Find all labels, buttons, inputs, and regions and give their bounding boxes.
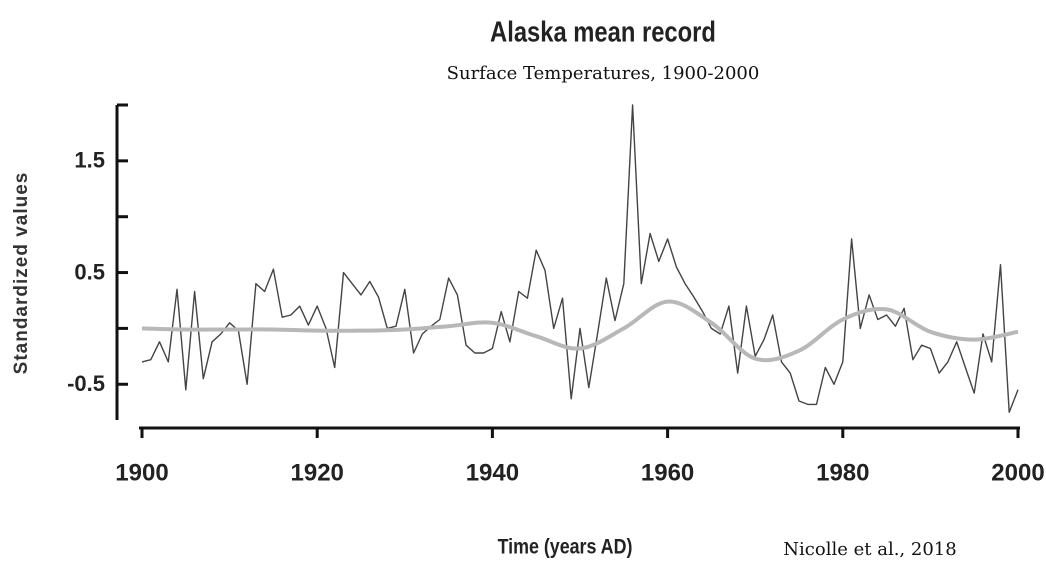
x-axis-label: Time (years AD)	[498, 535, 633, 559]
source-note: Nicolle et al., 2018	[783, 539, 956, 560]
x-tick-label: 1960	[641, 459, 694, 486]
x-tick-label: 1980	[816, 459, 869, 486]
smoothed-line	[141, 299, 1019, 363]
chart-subtitle: Surface Temperatures, 1900-2000	[447, 63, 760, 84]
y-tick-label: 1.5	[74, 148, 105, 173]
y-tick-label: 0.5	[74, 259, 105, 284]
x-tick-label: 1940	[466, 459, 519, 486]
chart-title: Alaska mean record	[490, 15, 716, 48]
y-axis-label: Standardized values	[11, 172, 32, 375]
x-tick-label: 1920	[291, 459, 344, 486]
y-tick-label: -0.5	[67, 371, 105, 396]
x-tick-label: 1900	[115, 459, 168, 486]
x-tick-label: 2000	[991, 459, 1044, 486]
data-line	[141, 104, 1019, 413]
